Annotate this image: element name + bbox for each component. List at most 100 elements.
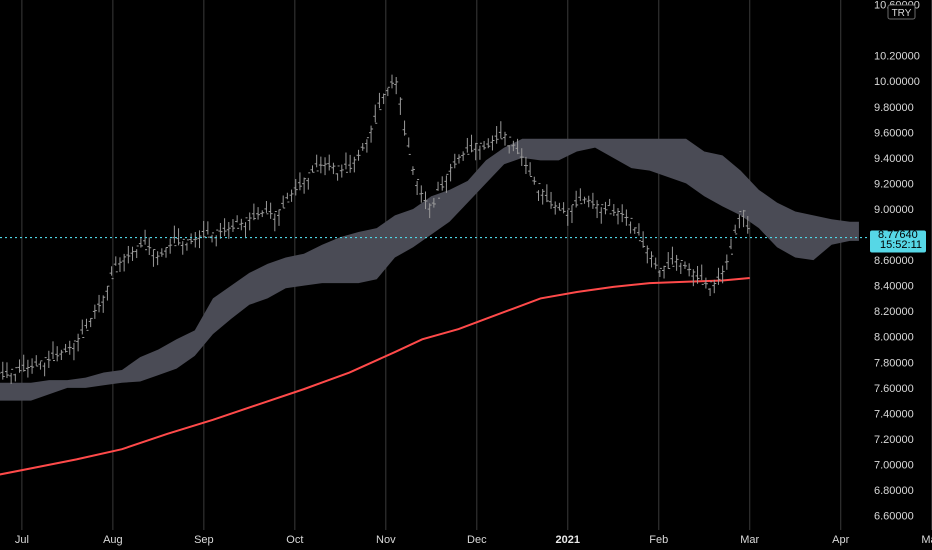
price-bar (636, 223, 641, 242)
price-bar (674, 254, 679, 271)
price-bar (42, 357, 47, 377)
price-bar (130, 246, 135, 261)
price-bar (235, 215, 240, 229)
y-tick-label: 8.40000 (874, 281, 914, 293)
y-tick-label: 7.40000 (874, 408, 914, 420)
price-bar (109, 266, 114, 280)
y-axis-ticks[interactable]: 10.6000010.2000010.000009.800009.600009.… (874, 0, 920, 523)
price-bar (473, 142, 478, 161)
price-bar (218, 222, 223, 239)
x-tick-label: Feb (649, 534, 668, 546)
price-bar (268, 202, 273, 219)
price-bar (712, 279, 717, 294)
y-tick-label: 9.60000 (874, 127, 914, 139)
price-bar (172, 225, 177, 247)
x-axis-ticks[interactable]: JulAugSepOctNovDec2021FebMarAprMayJun (15, 534, 932, 546)
price-bar (310, 165, 315, 173)
price-bar (390, 74, 395, 89)
price-bar (369, 125, 374, 143)
price-bar (616, 208, 621, 225)
price-bar (561, 202, 566, 214)
price-bar (272, 211, 277, 232)
price-bar (544, 184, 549, 203)
price-bar (569, 204, 574, 224)
price-bar (444, 173, 449, 193)
price-bar (540, 189, 545, 205)
price-bar (574, 190, 579, 208)
price-bar (632, 227, 637, 234)
price-bar (71, 340, 76, 361)
price-bar (67, 340, 72, 355)
countdown-timer: 15:52:11 (880, 239, 922, 251)
x-tick-label: Oct (286, 534, 303, 546)
price-bar (17, 359, 22, 373)
price-bar (360, 143, 365, 151)
price-bar (511, 140, 516, 152)
currency-badge[interactable]: TRY (887, 4, 916, 20)
price-bar (247, 212, 252, 231)
price-bar (578, 188, 583, 205)
price-bar (607, 198, 612, 215)
price-bar (687, 263, 692, 277)
price-bar (482, 140, 487, 150)
y-tick-label: 8.60000 (874, 255, 914, 267)
price-bar (741, 209, 746, 228)
y-tick-label: 9.20000 (874, 178, 914, 190)
price-bar (402, 120, 407, 136)
price-bar (695, 265, 700, 284)
price-bar (297, 172, 302, 191)
price-bar (4, 362, 9, 379)
price-bar (557, 202, 562, 211)
y-tick-label: 7.60000 (874, 383, 914, 395)
price-bar (599, 204, 604, 224)
price-bar (256, 207, 261, 220)
price-bar (348, 154, 353, 173)
price-bar (645, 245, 650, 264)
price-bar (230, 219, 235, 232)
price-bar (180, 238, 185, 255)
price-bar (30, 358, 35, 374)
vertical-grid (21, 0, 932, 530)
x-tick-label: Sep (194, 534, 214, 546)
price-bar (88, 317, 93, 328)
price-bar (503, 131, 508, 146)
ichimoku-cloud (0, 138, 859, 401)
price-bar (352, 156, 357, 173)
price-bar (452, 153, 457, 169)
price-bar (699, 264, 704, 285)
price-bar (691, 269, 696, 287)
price-bar (155, 251, 160, 266)
price-bar (126, 245, 131, 264)
price-bar (410, 166, 415, 175)
price-bar (277, 209, 282, 226)
y-tick-label: 9.00000 (874, 204, 914, 216)
price-bar (745, 216, 750, 234)
price-bar (151, 249, 156, 267)
currency-box (887, 4, 916, 20)
y-tick-label: 9.40000 (874, 153, 914, 165)
price-bar (381, 93, 386, 105)
price-bar (134, 245, 139, 259)
price-bar (306, 172, 311, 190)
price-bar (113, 256, 118, 273)
price-bar (419, 185, 424, 203)
price-bar (176, 228, 181, 246)
price-bar (682, 261, 687, 269)
price-bar (385, 86, 390, 97)
price-bar (226, 222, 231, 239)
price-bar (649, 251, 654, 268)
price-bar (678, 260, 683, 274)
y-tick-label: 7.20000 (874, 434, 914, 446)
price-bar (624, 209, 629, 226)
price-bar (251, 203, 256, 221)
last-price-label[interactable]: 8.77640 15:52:11 (870, 229, 926, 253)
price-bar (549, 191, 554, 209)
price-bar (239, 218, 244, 231)
y-tick-label: 8.00000 (874, 332, 914, 344)
price-bar (314, 154, 319, 172)
price-bar (264, 200, 269, 215)
price-bar (498, 121, 503, 140)
price-bar (431, 197, 436, 208)
price-bar (51, 341, 56, 362)
